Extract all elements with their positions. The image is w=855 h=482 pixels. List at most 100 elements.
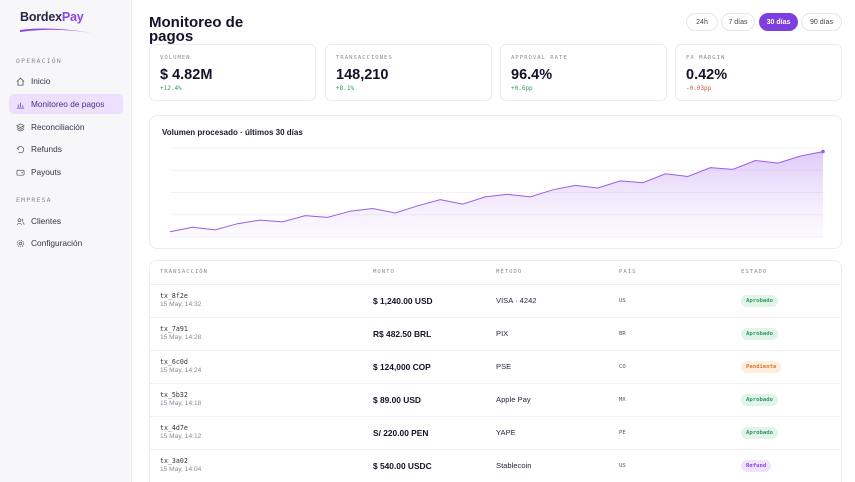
transaction-id: tx_5b32 bbox=[160, 391, 188, 399]
kpi-label: APPROVAL RATE bbox=[511, 55, 568, 61]
transaction-amount: $ 89.00 USD bbox=[373, 395, 421, 405]
sidebar-item-payouts[interactable]: Payouts bbox=[9, 162, 123, 182]
chart-series-line bbox=[169, 151, 824, 233]
sidebar-item-label: Inicio bbox=[31, 76, 51, 86]
kpi-card-fx-margin: FX MARGIN 0.42% -0.03pp bbox=[675, 44, 842, 101]
status-badge: Aprobado bbox=[741, 394, 778, 406]
kpi-card-volumen: VOLUMEN $ 4.82M +12.4% bbox=[149, 44, 316, 101]
sidebar-item-inicio[interactable]: Inicio bbox=[9, 71, 123, 91]
volume-chart-card: Volumen procesado · últimos 30 días bbox=[149, 115, 842, 249]
column-header-pais[interactable]: PAÍS bbox=[619, 269, 637, 275]
transaction-time: 15 May, 14:04 bbox=[160, 466, 202, 473]
users-icon bbox=[16, 217, 25, 226]
column-header-monto[interactable]: MONTO bbox=[373, 269, 395, 275]
payment-method: PIX bbox=[496, 329, 509, 338]
chart-title: Volumen procesado · últimos 30 días bbox=[162, 128, 303, 137]
payment-method: Apple Pay bbox=[496, 395, 531, 404]
table-row[interactable]: tx_7a91 15 May, 14:28 R$ 482.50 BRL PIX … bbox=[150, 317, 841, 350]
transaction-amount: $ 1,240.00 USD bbox=[373, 296, 433, 306]
country-code: US bbox=[619, 463, 626, 469]
page-title: Monitoreo de pagos bbox=[149, 14, 244, 45]
status-badge: Aprobado bbox=[741, 427, 778, 439]
table-row[interactable]: tx_5b32 15 May, 14:18 $ 89.00 USD Apple … bbox=[150, 383, 841, 416]
table-row[interactable]: tx_3a02 15 May, 14:04 $ 540.00 USDC Stab… bbox=[150, 449, 841, 482]
country-code: PE bbox=[619, 430, 626, 436]
country-code: BR bbox=[619, 331, 626, 337]
transaction-id: tx_7a91 bbox=[160, 325, 188, 333]
sidebar-item-label: Refunds bbox=[31, 144, 62, 154]
transaction-id: tx_6c0d bbox=[160, 358, 188, 366]
transaction-time: 15 May, 14:12 bbox=[160, 433, 202, 440]
sidebar-item-reconciliacion[interactable]: Reconciliación bbox=[9, 117, 123, 137]
sidebar-item-label: Configuración bbox=[31, 238, 83, 248]
kpi-delta: +8.1% bbox=[336, 85, 355, 92]
column-header-metodo[interactable]: MÉTODO bbox=[496, 269, 523, 275]
table-row[interactable]: tx_8f2e 15 May, 14:32 $ 1,240.00 USD VIS… bbox=[150, 284, 841, 317]
status-badge: Refund bbox=[741, 460, 772, 472]
brand-name: BordexPay bbox=[20, 10, 84, 24]
logo-swoosh-icon bbox=[20, 28, 92, 33]
table-row[interactable]: tx_6c0d 15 May, 14:24 $ 124,000 COP PSE … bbox=[150, 350, 841, 383]
chart-point bbox=[821, 149, 825, 154]
status-badge: Aprobado bbox=[741, 295, 778, 307]
transaction-time: 15 May, 14:32 bbox=[160, 301, 202, 308]
sidebar-item-clientes[interactable]: Clientes bbox=[9, 211, 123, 231]
chart-area-fill bbox=[170, 151, 823, 237]
column-header-transaccion[interactable]: TRANSACCIÓN bbox=[160, 269, 209, 275]
country-code: CO bbox=[619, 364, 626, 370]
sidebar-item-refunds[interactable]: Refunds bbox=[9, 139, 123, 159]
column-header-estado[interactable]: ESTADO bbox=[741, 269, 768, 275]
payment-method: VISA · 4242 bbox=[496, 296, 537, 305]
table-row[interactable]: tx_4d7e 15 May, 14:12 S/ 220.00 PEN YAPE… bbox=[150, 416, 841, 449]
status-badge: Pendiente bbox=[741, 361, 782, 373]
kpi-card-approval-rate: APPROVAL RATE 96.4% +0.6pp bbox=[500, 44, 667, 101]
transaction-amount: $ 540.00 USDC bbox=[373, 461, 432, 471]
transaction-id: tx_4d7e bbox=[160, 424, 188, 432]
kpi-label: FX MARGIN bbox=[686, 55, 726, 61]
chart-icon bbox=[16, 100, 25, 109]
country-code: US bbox=[619, 298, 626, 304]
transaction-time: 15 May, 14:24 bbox=[160, 367, 202, 374]
range-90d[interactable]: 90 días bbox=[801, 13, 842, 31]
kpi-value: 0.42% bbox=[686, 67, 728, 83]
country-code: MX bbox=[619, 397, 626, 403]
status-badge: Aprobado bbox=[741, 328, 778, 340]
kpi-card-transacciones: TRANSACCIONES 148,210 +8.1% bbox=[325, 44, 492, 101]
kpi-label: VOLUMEN bbox=[160, 55, 191, 61]
range-30d[interactable]: 30 días bbox=[759, 13, 798, 31]
sidebar-item-label: Monitoreo de pagos bbox=[31, 99, 105, 109]
payment-method: YAPE bbox=[496, 428, 516, 437]
kpi-delta: +0.6pp bbox=[511, 85, 533, 92]
transaction-time: 15 May, 14:18 bbox=[160, 400, 202, 407]
sidebar: BordexPay OPERACIÓN Inicio Monitoreo de … bbox=[0, 0, 132, 482]
range-7d[interactable]: 7 días bbox=[721, 13, 755, 31]
sidebar-item-label: Payouts bbox=[31, 167, 61, 177]
payment-method: Stablecoin bbox=[496, 461, 532, 470]
transaction-time: 15 May, 14:28 bbox=[160, 334, 202, 341]
home-icon bbox=[16, 77, 25, 86]
kpi-value: 148,210 bbox=[336, 67, 389, 83]
transaction-amount: S/ 220.00 PEN bbox=[373, 428, 429, 438]
sidebar-item-label: Clientes bbox=[31, 216, 61, 226]
range-24h[interactable]: 24h bbox=[686, 13, 718, 31]
kpi-value: $ 4.82M bbox=[160, 67, 213, 83]
sidebar-item-configuracion[interactable]: Configuración bbox=[9, 233, 123, 253]
volume-area-chart bbox=[169, 147, 825, 238]
payment-method: PSE bbox=[496, 362, 512, 371]
layers-icon bbox=[16, 122, 25, 132]
kpi-value: 96.4% bbox=[511, 67, 553, 83]
sidebar-item-monitoreo[interactable]: Monitoreo de pagos bbox=[9, 94, 123, 114]
gear-icon bbox=[16, 239, 25, 248]
transaction-id: tx_8f2e bbox=[160, 292, 188, 300]
kpi-delta: +12.4% bbox=[160, 85, 182, 92]
brand-logo[interactable]: BordexPay bbox=[20, 10, 95, 34]
nav-section-empresa: EMPRESA bbox=[16, 196, 52, 204]
transaction-amount: R$ 482.50 BRL bbox=[373, 329, 432, 339]
nav-section-operacion: OPERACIÓN bbox=[16, 57, 63, 65]
undo-icon bbox=[16, 145, 25, 154]
kpi-delta: -0.03pp bbox=[686, 85, 712, 92]
transaction-amount: $ 124,000 COP bbox=[373, 362, 431, 372]
wallet-icon bbox=[16, 168, 25, 177]
sidebar-item-label: Reconciliación bbox=[31, 122, 85, 132]
transaction-id: tx_3a02 bbox=[160, 457, 188, 465]
